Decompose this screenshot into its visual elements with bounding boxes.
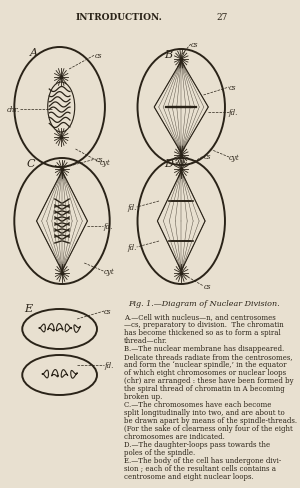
Text: cyt: cyt bbox=[99, 159, 110, 167]
Text: E.—The body of the cell has undergone divi-: E.—The body of the cell has undergone di… bbox=[124, 456, 281, 464]
Text: D: D bbox=[164, 159, 172, 169]
Text: has become thickened so as to form a spiral: has become thickened so as to form a spi… bbox=[124, 328, 280, 336]
Text: cs: cs bbox=[229, 84, 236, 92]
Text: fd.: fd. bbox=[104, 361, 113, 369]
Text: C: C bbox=[27, 159, 35, 169]
Text: cs: cs bbox=[104, 307, 112, 315]
Text: centrosome and eight nuclear loops.: centrosome and eight nuclear loops. bbox=[124, 472, 254, 480]
Text: C.—The chromosomes have each become: C.—The chromosomes have each become bbox=[124, 400, 272, 408]
Text: cs: cs bbox=[94, 52, 102, 60]
Text: sion ; each of the resultant cells contains a: sion ; each of the resultant cells conta… bbox=[124, 464, 276, 472]
Text: D.—The daughter-loops pass towards the: D.—The daughter-loops pass towards the bbox=[124, 440, 270, 448]
Text: fd.: fd. bbox=[103, 223, 113, 230]
Text: be drawn apart by means of the spindle-threads.: be drawn apart by means of the spindle-t… bbox=[124, 416, 297, 424]
Text: cyt: cyt bbox=[229, 154, 240, 162]
Text: chr.: chr. bbox=[7, 106, 20, 114]
Text: fd.: fd. bbox=[128, 244, 137, 251]
Text: broken up.: broken up. bbox=[124, 392, 162, 400]
Text: chromosomes are indicated.: chromosomes are indicated. bbox=[124, 432, 225, 440]
Text: (For the sake of clearness only four of the eight: (For the sake of clearness only four of … bbox=[124, 424, 293, 432]
Text: B.—The nuclear membrane has disappeared.: B.—The nuclear membrane has disappeared. bbox=[124, 345, 284, 352]
Text: INTRODUCTION.: INTRODUCTION. bbox=[76, 13, 162, 22]
Text: thread—chr.: thread—chr. bbox=[124, 336, 168, 345]
Text: —cs, preparatory to division.  The chromatin: —cs, preparatory to division. The chroma… bbox=[124, 320, 284, 328]
Text: cs: cs bbox=[203, 283, 211, 290]
Text: poles of the spindle.: poles of the spindle. bbox=[124, 448, 195, 456]
Text: of which eight chromosomes or nuclear loops: of which eight chromosomes or nuclear lo… bbox=[124, 368, 286, 376]
Text: fd.: fd. bbox=[128, 203, 137, 212]
Text: A.—Cell with nucleus—n, and centrosomes: A.—Cell with nucleus—n, and centrosomes bbox=[124, 312, 276, 320]
Text: B: B bbox=[164, 50, 172, 60]
Text: E: E bbox=[25, 304, 33, 313]
Text: cyt: cyt bbox=[103, 267, 114, 275]
Text: 27: 27 bbox=[216, 13, 228, 22]
Text: the spiral thread of chromatin in A becoming: the spiral thread of chromatin in A beco… bbox=[124, 384, 285, 392]
Text: cs: cs bbox=[95, 156, 103, 163]
Text: and form the ‘nuclear spindle,’ in the equator: and form the ‘nuclear spindle,’ in the e… bbox=[124, 360, 286, 368]
Text: cs: cs bbox=[203, 153, 211, 161]
Text: (chr) are arranged : these have been formed by: (chr) are arranged : these have been for… bbox=[124, 376, 294, 384]
Text: A: A bbox=[29, 48, 38, 58]
Text: Fig. 1.—Diagram of Nuclear Division.: Fig. 1.—Diagram of Nuclear Division. bbox=[128, 299, 280, 307]
Text: Delicate threads radiate from the centrosomes,: Delicate threads radiate from the centro… bbox=[124, 352, 292, 360]
Text: cs: cs bbox=[191, 41, 198, 49]
Text: split longitudinally into two, and are about to: split longitudinally into two, and are a… bbox=[124, 408, 285, 416]
Text: fd.: fd. bbox=[229, 109, 238, 117]
